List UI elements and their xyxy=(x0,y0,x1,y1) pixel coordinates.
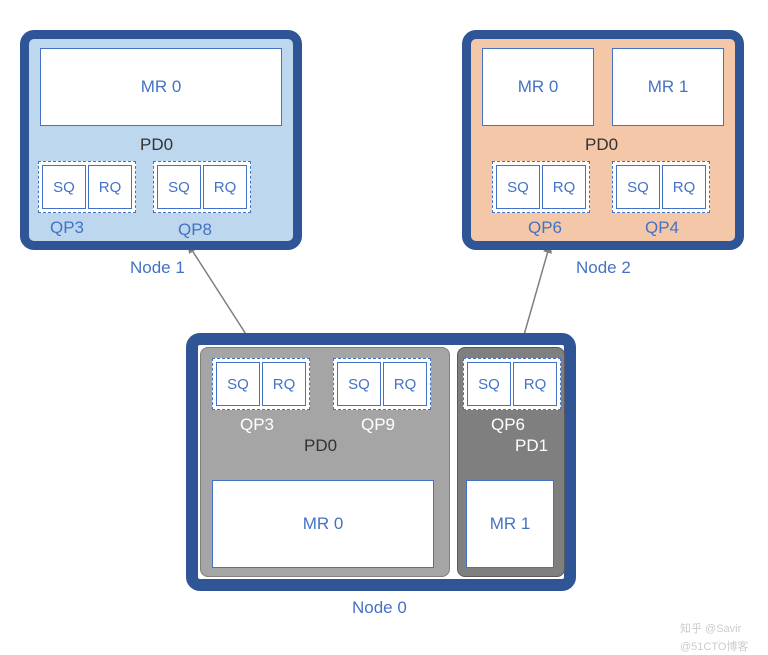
sq-label: SQ xyxy=(507,179,529,196)
qp8-label: QP8 xyxy=(178,220,212,240)
node2-mr0: MR 0 xyxy=(482,48,594,126)
node2-qp6: SQ RQ xyxy=(492,161,590,213)
node2-title: Node 2 xyxy=(576,258,631,278)
mr-label: MR 0 xyxy=(518,77,559,97)
watermark-2: @51CTO博客 xyxy=(680,638,748,654)
rq-box: RQ xyxy=(203,165,247,209)
mr-label: MR 0 xyxy=(303,514,344,534)
rq-label: RQ xyxy=(673,179,696,196)
mr-label: MR 0 xyxy=(141,77,182,97)
rq-label: RQ xyxy=(99,179,122,196)
rq-box: RQ xyxy=(383,362,427,406)
node0-pd0-qp3: SQ RQ xyxy=(212,358,310,410)
sq-label: SQ xyxy=(627,179,649,196)
sq-label: SQ xyxy=(227,376,249,393)
sq-label: SQ xyxy=(168,179,190,196)
qp3-label: QP3 xyxy=(50,218,84,238)
sq-label: SQ xyxy=(348,376,370,393)
rq-label: RQ xyxy=(553,179,576,196)
node0-pd1-label: PD1 xyxy=(515,436,548,456)
sq-box: SQ xyxy=(42,165,86,209)
node2-qp4: SQ RQ xyxy=(612,161,710,213)
node1-mr0: MR 0 xyxy=(40,48,282,126)
node1-qp8: SQ RQ xyxy=(153,161,251,213)
node0-pd0-qp9: SQ RQ xyxy=(333,358,431,410)
rq-box: RQ xyxy=(88,165,132,209)
rq-label: RQ xyxy=(394,376,417,393)
qp6-label: QP6 xyxy=(528,218,562,238)
node1-qp3: SQ RQ xyxy=(38,161,136,213)
sq-box: SQ xyxy=(337,362,381,406)
node0-title: Node 0 xyxy=(352,598,407,618)
rq-label: RQ xyxy=(273,376,296,393)
mr-label: MR 1 xyxy=(648,77,689,97)
node0-pd0-label: PD0 xyxy=(304,436,337,456)
node2-mr1: MR 1 xyxy=(612,48,724,126)
node0-qp9-label: QP9 xyxy=(361,415,395,435)
node0-pd1-mr1: MR 1 xyxy=(466,480,554,568)
node0-qp6-label: QP6 xyxy=(491,415,525,435)
rq-label: RQ xyxy=(214,179,237,196)
sq-label: SQ xyxy=(478,376,500,393)
node0-pd1-qp6: SQ RQ xyxy=(463,358,561,410)
watermark-1: 知乎 @Savir xyxy=(680,620,741,636)
sq-box: SQ xyxy=(616,165,660,209)
rq-label: RQ xyxy=(524,376,547,393)
mr-label: MR 1 xyxy=(490,514,531,534)
node2-pd-label: PD0 xyxy=(585,135,618,155)
sq-label: SQ xyxy=(53,179,75,196)
qp4-label: QP4 xyxy=(645,218,679,238)
node1-pd-label: PD0 xyxy=(140,135,173,155)
node1-title: Node 1 xyxy=(130,258,185,278)
rq-box: RQ xyxy=(513,362,557,406)
node0-pd0-mr0: MR 0 xyxy=(212,480,434,568)
node0-qp3-label: QP3 xyxy=(240,415,274,435)
sq-box: SQ xyxy=(216,362,260,406)
rq-box: RQ xyxy=(262,362,306,406)
sq-box: SQ xyxy=(157,165,201,209)
rq-box: RQ xyxy=(542,165,586,209)
sq-box: SQ xyxy=(467,362,511,406)
rq-box: RQ xyxy=(662,165,706,209)
sq-box: SQ xyxy=(496,165,540,209)
